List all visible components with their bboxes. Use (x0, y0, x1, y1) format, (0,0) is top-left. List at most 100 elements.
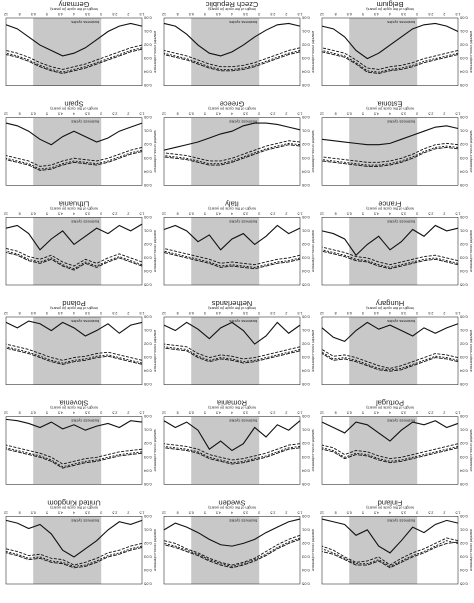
series-line-dashed (5, 448, 143, 469)
series-line-dashed (163, 248, 301, 266)
plot-frame (163, 316, 301, 385)
y-axis-label: wavelet cross-coherence (311, 31, 315, 73)
y-tick-label: 0.04 (459, 568, 468, 573)
series-line-dashed (321, 447, 459, 464)
x-tick-label: 12 (320, 211, 324, 215)
x-tick-label: 12 (320, 311, 324, 315)
series-line-dashed (5, 343, 143, 361)
x-tick-label: 4 (231, 311, 233, 315)
y-tick-label: 0.00 (143, 16, 152, 21)
x-tick-label: 2 (443, 411, 445, 415)
x-tick-label: 8 (177, 411, 179, 415)
y-tick-label: 0.01 (459, 129, 468, 134)
y-tick-label: 0.02 (301, 43, 310, 48)
business-cycle-band (191, 217, 260, 285)
x-tick-label: 2 (285, 411, 287, 415)
series-line-solid (163, 321, 301, 345)
band-label: business cycles (71, 518, 99, 523)
y-tick-label: 0.00 (143, 514, 152, 519)
panel: business cycles 0.00 0.01 0.02 0.03 0.04 0.05 1… (4, 498, 157, 586)
y-tick-label: 0.02 (459, 441, 468, 446)
y-axis-label: wavelet cross-coherence (311, 330, 315, 372)
x-tick-label: 5 (362, 510, 364, 514)
band-label: business cycles (229, 419, 257, 424)
x-tick-label: 3 (416, 12, 418, 16)
x-tick-label: 1.5 (456, 411, 461, 415)
x-tick-label: 4.5 (216, 211, 221, 215)
y-axis-label: wavelet cross-coherence (311, 430, 315, 472)
x-tick-label: 5 (46, 112, 48, 116)
series-line-dashed (321, 541, 459, 569)
series-line-dashed (5, 44, 143, 70)
series-line-solid (5, 223, 143, 251)
series-line-dashed (321, 250, 459, 270)
x-tick-label: 12 (4, 211, 8, 215)
business-cycle-band (191, 18, 260, 86)
plot-frame (321, 217, 459, 286)
x-tick-label: 4 (73, 311, 75, 315)
x-axis-label: length of the cycle (in years) (208, 107, 256, 111)
x-tick-label: 8 (19, 510, 21, 514)
business-cycle-band (191, 416, 260, 485)
band-label: business cycles (229, 20, 257, 25)
y-tick-label: 0.02 (459, 43, 468, 48)
x-tick-label: 4.5 (374, 311, 379, 315)
y-axis-label: wavelet cross-coherence (153, 529, 157, 571)
rotated-figure: business cycles 0.00 0.01 0.02 0.03 0.04 0.05 1… (4, 0, 473, 587)
x-tick-label: 8 (335, 211, 337, 215)
y-tick-label: 0.04 (301, 468, 310, 473)
x-tick-label: 4.5 (374, 12, 379, 16)
x-tick-label: 4 (389, 12, 391, 16)
y-tick-label: 0.05 (459, 582, 468, 587)
series-line-dashed (163, 537, 301, 567)
band-label: business cycles (229, 319, 257, 324)
y-tick-label: 0.01 (301, 527, 310, 532)
y-axis-label: wavelet cross-coherence (153, 430, 157, 472)
y-axis-label: wavelet cross-coherence (311, 230, 315, 272)
y-tick-label: 0.03 (301, 56, 310, 61)
x-tick-label: 8 (335, 12, 337, 16)
y-tick-label: 0.02 (459, 342, 468, 347)
panel: business cycles 0.00 0.01 0.02 0.03 0.04 0.05 1… (162, 498, 315, 586)
x-tick-label: 12 (162, 211, 166, 215)
x-tick-label: 4 (73, 112, 75, 116)
x-tick-label: 2 (443, 211, 445, 215)
y-axis-label: wavelet cross-coherence (153, 330, 157, 372)
panel: business cycles 0.00 0.01 0.02 0.03 0.04 0.05 1… (4, 0, 157, 88)
x-tick-label: 2.5 (112, 211, 117, 215)
x-tick-label: 1.5 (456, 211, 461, 215)
y-tick-label: 0.01 (301, 29, 310, 34)
x-tick-label: 4 (73, 411, 75, 415)
business-cycle-band (349, 516, 418, 584)
panel: business cycles 0.00 0.01 0.02 0.03 0.04 0.05 1… (4, 299, 157, 387)
y-tick-label: 0.03 (459, 255, 468, 260)
y-tick-label: 0.04 (459, 169, 468, 174)
panel-title: Sweden (218, 498, 245, 507)
y-tick-label: 0.03 (143, 156, 152, 161)
x-tick-label: 8 (177, 211, 179, 215)
y-tick-label: 0.00 (459, 16, 468, 21)
x-tick-label: 4 (389, 411, 391, 415)
x-tick-label: 4 (73, 12, 75, 16)
x-tick-label: 1.5 (140, 211, 145, 215)
series-line-dashed (163, 445, 301, 464)
y-tick-label: 0.04 (143, 568, 152, 573)
series-line-solid (321, 420, 459, 442)
series-line-solid (321, 22, 459, 60)
y-tick-label: 0.03 (301, 156, 310, 161)
y-tick-label: 0.01 (143, 29, 152, 34)
x-tick-label: 8 (177, 112, 179, 116)
series-line-dashed (5, 248, 143, 267)
y-tick-label: 0.02 (143, 242, 152, 247)
x-tick-label: 6.5 (189, 510, 194, 514)
x-tick-label: 3.5 (401, 112, 406, 116)
x-axis-label: length of the cycle (in years) (208, 206, 256, 210)
y-tick-label: 0.02 (301, 342, 310, 347)
y-tick-label: 0.04 (459, 70, 468, 75)
x-tick-label: 3 (416, 112, 418, 116)
y-axis-label: wavelet cross-coherence (311, 529, 315, 571)
plot-frame (163, 117, 301, 186)
x-tick-label: 4.5 (58, 12, 63, 16)
x-tick-label: 8 (335, 112, 337, 116)
y-tick-label: 0.05 (143, 283, 152, 288)
